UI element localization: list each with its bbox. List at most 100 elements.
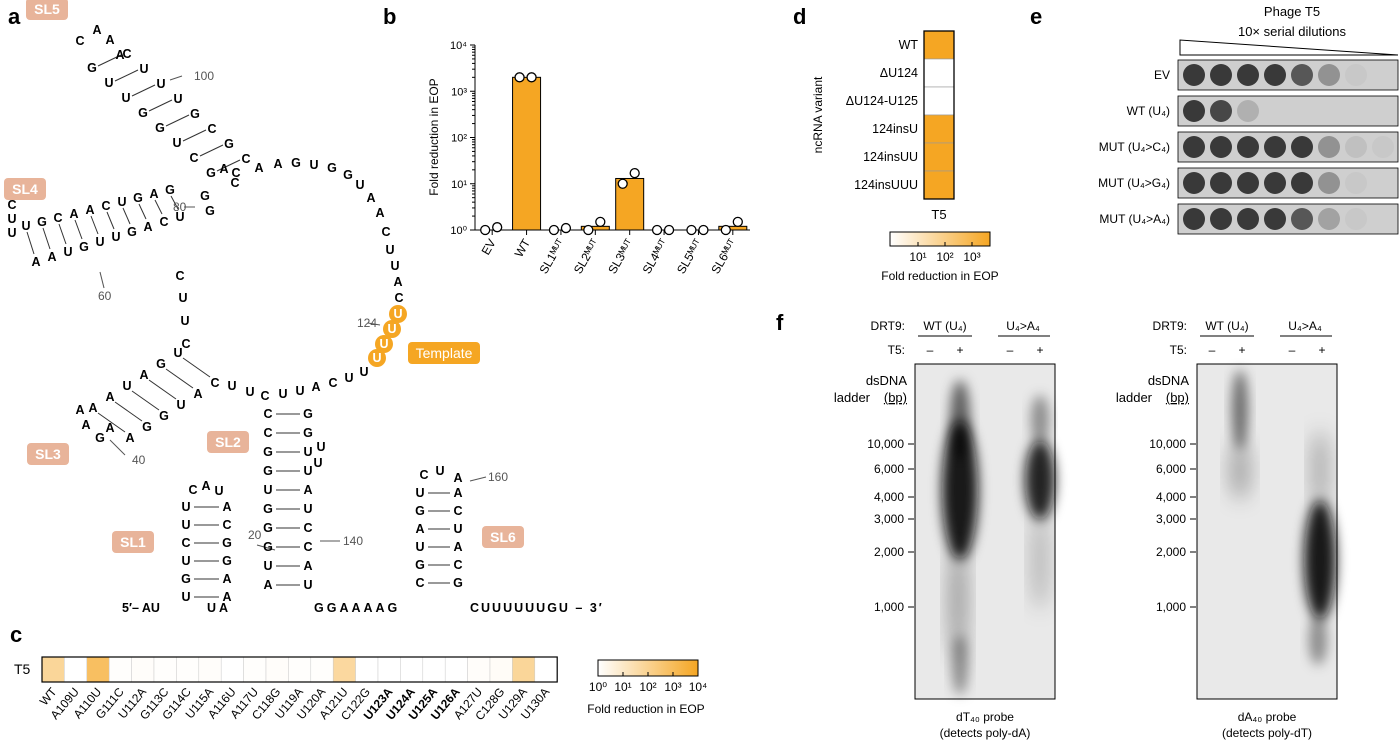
position-number: 40 (132, 453, 146, 467)
rna-base: U (181, 590, 190, 604)
base-pair-line (90, 215, 99, 235)
ladder-value: 3,000 (874, 512, 904, 526)
rna-base: G (87, 61, 97, 75)
rna-base: A (303, 483, 312, 497)
colorbar-tick-label: 10¹ (909, 250, 926, 264)
rna-base: U (122, 379, 131, 393)
blot-smear (1031, 395, 1049, 445)
heatmap-cell (467, 656, 491, 683)
rna-base: U (104, 76, 113, 90)
plaque-spot (1237, 100, 1259, 122)
x-tick-label: SL2ᴹᵁᵀ (571, 237, 602, 277)
rna-base: U (355, 178, 364, 192)
heatmap-cell (400, 656, 424, 683)
heatmap-cell (489, 656, 513, 683)
plaque-spot (1210, 208, 1232, 230)
rna-base: A (143, 220, 152, 234)
base-pair-line (170, 195, 179, 210)
rna-base: U (390, 259, 399, 273)
position-number: 60 (98, 289, 112, 303)
ladder-unit: (bp) (884, 390, 907, 405)
heatmap-cell (86, 656, 110, 683)
mutant-eop-heatmap: T5WTA109UA110UG111CU112AG113CG114CU115AA… (14, 656, 707, 723)
base-pair-line (106, 211, 115, 230)
rna-base: A (415, 522, 424, 536)
position-tick (99, 271, 105, 289)
y-tick-label: 10² (451, 133, 467, 145)
heatmap-cell (41, 656, 65, 683)
rna-base: A (105, 421, 114, 435)
minus-label: – (1007, 343, 1014, 357)
x-tick-label: SL3ᴹᵁᵀ (605, 237, 636, 277)
base-pair-line (42, 227, 51, 250)
plaque-assay: Phage T5 10× serial dilutions EV WT (U₄) MUT… (1098, 4, 1399, 235)
rna-base: U (95, 235, 104, 249)
panel-label-d: d (793, 4, 806, 29)
y-tick-label: 10¹ (451, 179, 467, 191)
colorbar-tick-label: 10³ (963, 250, 980, 264)
rna-base: G (263, 445, 273, 459)
data-point (698, 224, 709, 236)
rna-base: G (133, 191, 143, 205)
rna-base: U (173, 92, 182, 106)
rna-base: A (311, 380, 320, 394)
plaque-subtitle: 10× serial dilutions (1238, 24, 1347, 39)
stem-label: SL2 (215, 434, 241, 450)
rna-base: U (175, 210, 184, 224)
plaque-spot (1183, 136, 1205, 158)
rna-base: U (181, 500, 190, 514)
ladder-value: 1,000 (874, 600, 904, 614)
data-point (583, 224, 594, 236)
rna-base: A (303, 559, 312, 573)
x-tick-label: SL5ᴹᵁᵀ (674, 237, 705, 277)
eop-bar-chart: 10⁰ 10¹ 10² 10³ 10⁴ Fold reduction in EOP EV WT… (427, 40, 750, 276)
plaque-spot (1210, 64, 1232, 86)
rna-base: A (81, 418, 90, 432)
rna-base: U (385, 243, 394, 257)
drt9-label: DRT9: (871, 319, 905, 333)
mut-lane-header: U₄>A₄ (1288, 319, 1322, 333)
rna-base: U (21, 219, 30, 233)
rna-base: A (254, 161, 263, 175)
rna-base: G (415, 558, 425, 572)
plaque-spot (1264, 136, 1286, 158)
rna-base: U (7, 226, 16, 240)
colorbar-label: Fold reduction in EOP (881, 269, 998, 283)
rna-base: A (31, 255, 40, 269)
template-base: U (393, 307, 402, 321)
data-point (595, 216, 606, 228)
heatmap-row-label: WT (899, 38, 919, 52)
base-pair-line (138, 203, 147, 220)
heatmap-cell (108, 656, 132, 683)
plaque-spot (1183, 100, 1205, 122)
x-tick-label: SL1ᴹᵁᵀ (536, 237, 567, 277)
base-pair-line (58, 223, 67, 245)
rna-base: U (181, 518, 190, 532)
rna-base: G (303, 426, 313, 440)
rna-base: C (419, 468, 428, 482)
ladder-title: dsDNA (1148, 373, 1190, 388)
rna-base: G (263, 540, 273, 554)
rna-base: U (117, 195, 126, 209)
blot-smear (1025, 440, 1055, 520)
colorbar-tick-label: 10⁰ (589, 680, 607, 694)
variant-eop-heatmap: WT ΔU124 ΔU124-U125 124insU 124insUU 124insUU… (811, 30, 999, 283)
plaque-row-label: MUT (U₄>A₄) (1099, 212, 1170, 226)
plaque-spot (1318, 136, 1340, 158)
data-point (651, 224, 663, 236)
rna-base: G (127, 225, 137, 239)
rna-base: A (105, 390, 114, 404)
rna-base: C (328, 376, 337, 390)
rna-base: G (206, 166, 216, 180)
rna-base: G (159, 409, 169, 423)
base-pair-line (122, 207, 131, 225)
stem-label: SL5 (34, 1, 60, 17)
rna-base: G (95, 431, 105, 445)
ladder-value: 4,000 (874, 490, 904, 504)
plaque-spot (1291, 64, 1313, 86)
heatmap-cell (176, 656, 200, 683)
heatmap-cell (310, 656, 334, 683)
ladder-value: 10,000 (867, 437, 904, 451)
plaque-row-label: MUT (U₄>C₄) (1099, 140, 1170, 154)
t5-label: T5: (888, 343, 905, 357)
